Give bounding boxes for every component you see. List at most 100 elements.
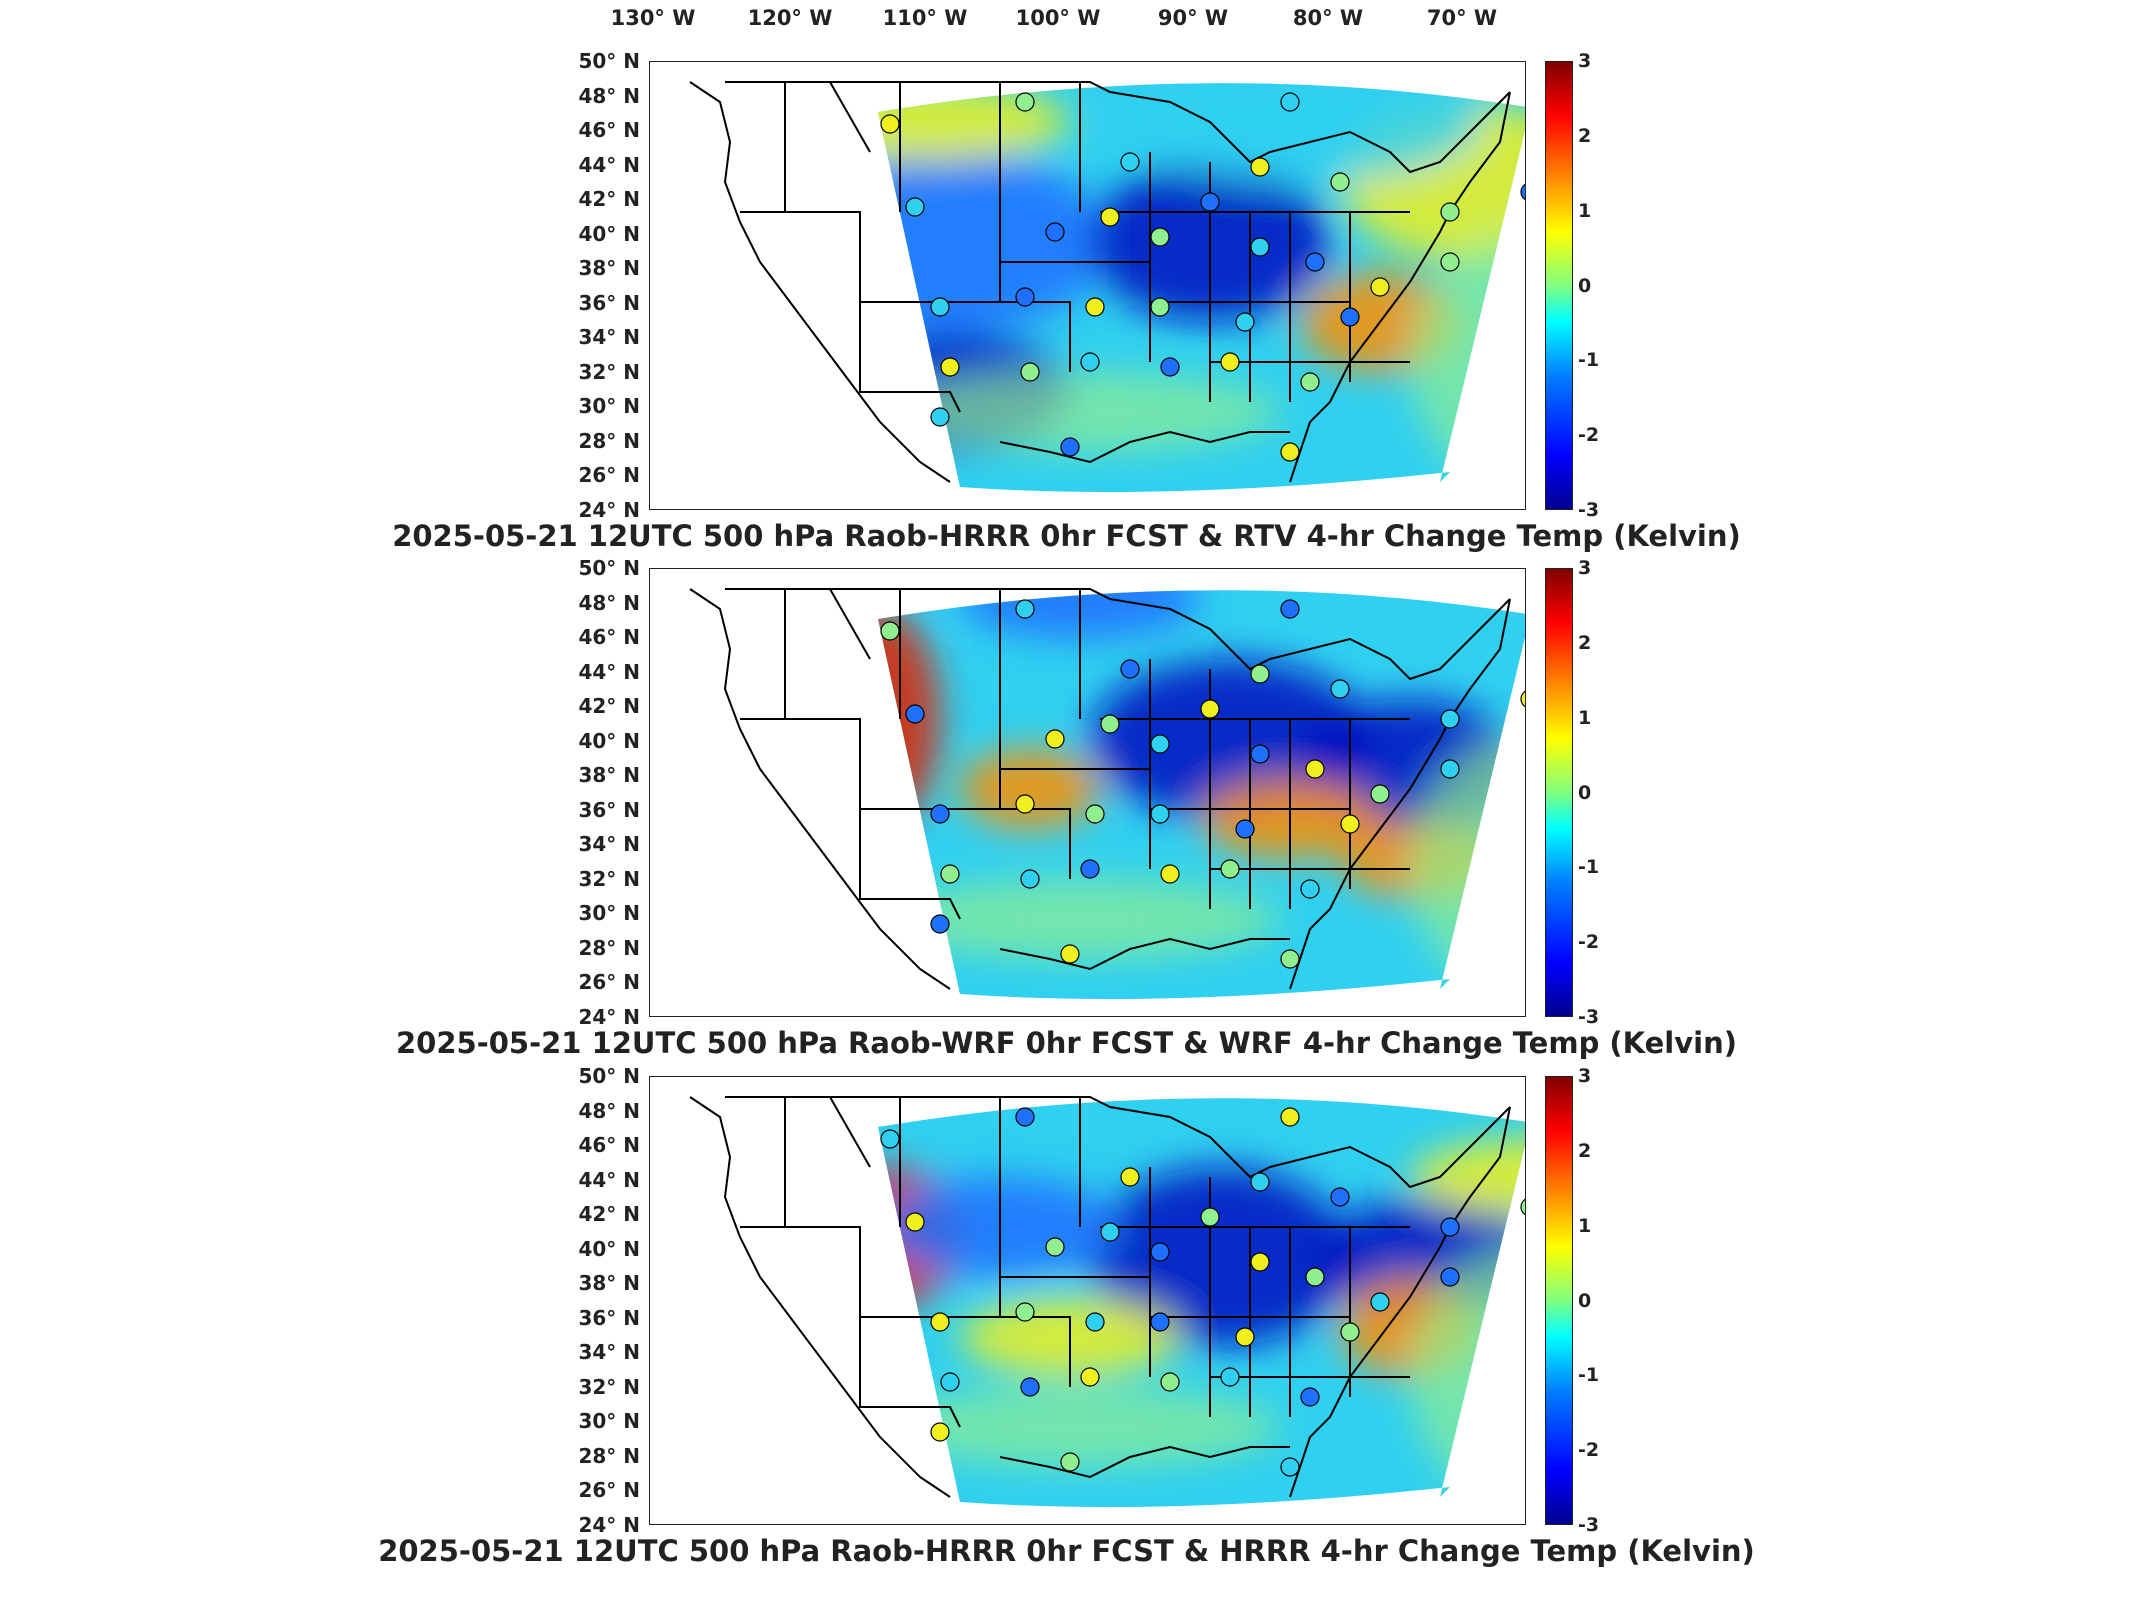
raob-station-marker — [1440, 759, 1460, 779]
raob-station-marker — [1280, 92, 1300, 112]
raob-station-marker — [1120, 1167, 1140, 1187]
lon-label: 90° W — [1157, 6, 1229, 30]
raob-station-marker — [1020, 869, 1040, 889]
panel-title: 2025-05-21 12UTC 500 hPa Raob-HRRR 0hr F… — [392, 519, 1741, 553]
raob-station-marker — [1160, 864, 1180, 884]
colorbar-tick: -3 — [1578, 499, 1600, 521]
state-outline — [1289, 598, 1511, 990]
colorbar — [1545, 568, 1573, 1017]
colorbar-tick: 3 — [1578, 50, 1592, 72]
field-anomaly — [1120, 83, 1480, 182]
raob-station-marker — [1085, 297, 1105, 317]
raob-station-marker — [1330, 1187, 1350, 1207]
state-outline — [725, 81, 1511, 174]
raob-station-marker — [1280, 442, 1300, 462]
raob-station-marker — [1370, 1292, 1390, 1312]
raob-station-marker — [930, 804, 950, 824]
raob-station-marker — [1150, 734, 1170, 754]
field-anomaly — [880, 879, 1280, 959]
lat-label: 30° N — [578, 1409, 640, 1434]
colorbar-tick: -1 — [1578, 1364, 1600, 1387]
lat-label: 32° N — [578, 866, 640, 891]
state-outline — [784, 588, 1351, 909]
lat-label: 34° N — [578, 832, 640, 857]
lat-label: 30° N — [578, 394, 640, 419]
lat-label: 38° N — [578, 256, 640, 281]
raob-station-marker — [880, 621, 900, 641]
raob-station-marker — [1150, 1242, 1170, 1262]
lon-label: 120° W — [747, 6, 833, 30]
raob-station-marker — [1250, 1252, 1270, 1272]
raob-station-marker — [1305, 759, 1325, 779]
lon-label: 100° W — [1015, 6, 1101, 30]
raob-station-marker — [1100, 714, 1120, 734]
field-anomaly — [880, 372, 1280, 452]
raob-station-marker — [1160, 1372, 1180, 1392]
raob-station-marker — [1060, 1452, 1080, 1472]
state-outline — [999, 1445, 1290, 1479]
lat-label: 34° N — [578, 325, 640, 350]
colorbar-tick: -2 — [1578, 931, 1600, 954]
lat-label: 48° N — [578, 590, 640, 615]
state-outline — [859, 1226, 1410, 1428]
raob-station-marker — [1305, 1267, 1325, 1287]
raob-station-marker — [930, 914, 950, 934]
raob-station-marker — [1100, 1222, 1120, 1242]
raob-station-marker — [1250, 664, 1270, 684]
lon-label: 110° W — [882, 6, 968, 30]
map-panel-hrrr: 50° N 48° N 46° N 44° N 42° N 40° N 38° N 36° N… — [0, 1064, 2133, 1576]
field-anomaly — [1090, 1167, 1350, 1347]
lat-label: 26° N — [578, 1478, 640, 1503]
raob-station-marker — [1440, 1267, 1460, 1287]
map-area[interactable] — [649, 61, 1526, 510]
raob-station-marker — [1100, 207, 1120, 227]
lat-label: 30° N — [578, 901, 640, 926]
raob-station-marker — [1220, 1367, 1240, 1387]
raob-station-marker — [880, 1129, 900, 1149]
raob-station-marker — [940, 864, 960, 884]
raob-station-marker — [1330, 172, 1350, 192]
raob-station-marker — [880, 114, 900, 134]
field-anomaly — [878, 152, 1110, 332]
raob-station-marker — [1160, 357, 1180, 377]
state-outline — [1289, 1106, 1511, 1498]
state-outline — [859, 211, 1410, 413]
map-area[interactable] — [649, 1076, 1526, 1525]
state-outline — [1289, 91, 1511, 483]
lat-label: 28° N — [578, 1443, 640, 1468]
raob-station-marker — [1200, 1207, 1220, 1227]
raob-station-marker — [930, 1422, 950, 1442]
lat-label: 24° N — [578, 1513, 640, 1537]
raob-station-marker — [1150, 297, 1170, 317]
raob-station-marker — [1080, 859, 1100, 879]
raob-station-marker — [1280, 949, 1300, 969]
state-outline — [689, 1096, 951, 1498]
raob-station-marker — [1150, 804, 1170, 824]
raob-station-marker — [1340, 1322, 1360, 1342]
raob-station-marker — [1520, 1198, 1525, 1216]
state-outline — [859, 718, 1410, 920]
raob-station-marker — [1015, 92, 1035, 112]
map-canvas — [689, 1096, 1525, 1507]
raob-station-marker — [905, 197, 925, 217]
raob-station-marker — [905, 1212, 925, 1232]
colorbar-ticks: 3 2 1 0 -1 -2 -3 — [1578, 1065, 1638, 1536]
map-area[interactable] — [649, 568, 1526, 1017]
colorbar-tick: -2 — [1578, 424, 1600, 447]
raob-station-marker — [1080, 1367, 1100, 1387]
raob-station-marker — [1370, 277, 1390, 297]
raob-station-marker — [1250, 744, 1270, 764]
lat-label: 26° N — [578, 970, 640, 995]
raob-station-marker — [1370, 784, 1390, 804]
lat-label: 34° N — [578, 1340, 640, 1365]
raob-station-marker — [1150, 227, 1170, 247]
lat-label: 44° N — [578, 152, 640, 177]
raob-station-marker — [1220, 352, 1240, 372]
lat-label: 36° N — [578, 797, 640, 822]
lat-label: 42° N — [578, 187, 640, 212]
raob-station-marker — [1300, 879, 1320, 899]
raob-station-marker — [905, 704, 925, 724]
state-outline — [725, 1096, 1511, 1189]
raob-station-marker — [1280, 1107, 1300, 1127]
lat-label: 40° N — [578, 728, 640, 753]
